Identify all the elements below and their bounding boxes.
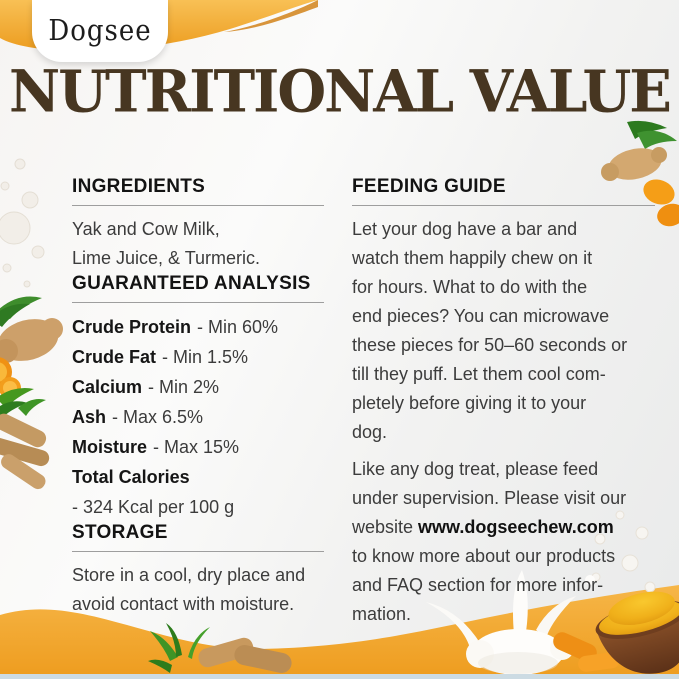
analysis-heading: GUARANTEED ANALYSIS [72, 273, 324, 303]
left-column: INGREDIENTS Yak and Cow Milk, Lime Juice… [72, 176, 324, 629]
feeding-line: Let your dog have a bar and [352, 219, 578, 239]
analysis-row: Calcium - Min 2% [72, 377, 220, 397]
storage-heading: STORAGE [72, 522, 324, 552]
milk-splash-icon [426, 570, 595, 675]
feeding-line: these pieces for 50–60 seconds or [352, 335, 628, 355]
feeding-line: dog. [352, 422, 388, 442]
page-title: NUTRITIONAL VALUE [9, 57, 672, 127]
feeding-guide-heading: FEEDING GUIDE [352, 176, 655, 206]
content: INGREDIENTS Yak and Cow Milk, Lime Juice… [72, 176, 655, 629]
ingredients-line: Yak and Cow Milk, [72, 219, 220, 239]
analysis-row: - 324 Kcal per 100 g [72, 497, 235, 517]
analysis-row: Ash - Max 6.5% [72, 407, 204, 427]
storage-line: Store in a cool, dry place and [72, 565, 306, 585]
ingredients-line: Lime Juice, & Turmeric. [72, 248, 261, 268]
leaf-root-cluster-icon [148, 623, 292, 673]
feeding-line: and FAQ section for more infor- [352, 575, 604, 595]
feeding-line: end pieces? You can microwave [352, 306, 610, 326]
turmeric-bowl-icon [595, 591, 679, 674]
feeding-line: to know more about our products [352, 546, 616, 566]
brand-logo: Dogsee [48, 14, 152, 48]
feeding-line: Like any dog treat, please feed [352, 459, 599, 479]
analysis-row: Crude Fat - Min 1.5% [72, 347, 249, 367]
right-column: FEEDING GUIDE Let your dog have a bar an… [352, 176, 655, 629]
feeding-line: under supervision. Please visit our [352, 488, 627, 508]
logo-badge: Dogsee [32, 0, 168, 62]
analysis-row: Crude Protein - Min 60% [72, 317, 279, 337]
feeding-line: mation. [352, 604, 412, 624]
turmeric-cluster-left-icon [0, 296, 63, 490]
feeding-line: till they puff. Let them cool com- [352, 364, 606, 384]
website-url: www.dogseechew.com [418, 517, 614, 537]
analysis-row: Total Calories [72, 467, 190, 487]
storage-line: avoid contact with moisture. [72, 594, 295, 614]
bottom-edge-strip [0, 674, 679, 679]
analysis-row: Moisture - Max 15% [72, 437, 240, 457]
feeding-line: pletely before giving it to your [352, 393, 587, 413]
website-line: website www.dogseechew.com [352, 517, 614, 537]
feeding-line: for hours. What to do with the [352, 277, 588, 297]
turmeric-cluster-right-icon [601, 120, 679, 227]
feeding-line: watch them happily chew on it [352, 248, 593, 268]
milk-splatter-left-icon [0, 158, 45, 288]
ingredients-heading: INGREDIENTS [72, 176, 324, 206]
